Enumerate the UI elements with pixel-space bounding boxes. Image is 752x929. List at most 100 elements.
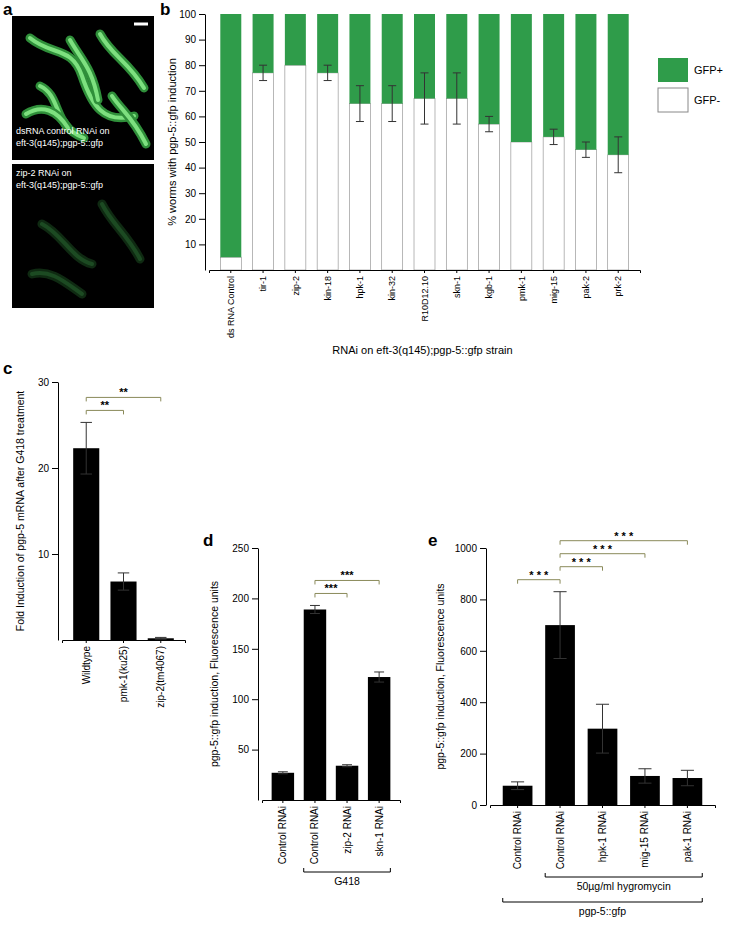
error-bar-cap <box>550 144 558 145</box>
error-bar-cap <box>80 422 91 423</box>
tick: 10 <box>38 549 58 560</box>
error-bar <box>638 769 651 783</box>
tick-mark <box>52 382 58 383</box>
tick: 50 <box>238 744 258 755</box>
tick-mark <box>199 65 205 66</box>
tick-label: 20 <box>185 214 197 225</box>
tick: mig-15 RNAi <box>639 805 650 868</box>
tick-label: 0 <box>471 800 477 811</box>
tick-mark <box>480 599 486 600</box>
tick-mark <box>480 754 486 755</box>
tick-label: 1000 <box>455 543 478 554</box>
error-bar <box>80 422 91 474</box>
tick-label: pak-1 RNAi <box>682 811 693 862</box>
tick-mark <box>86 640 87 643</box>
tick-label: skn-1 <box>452 276 462 298</box>
x-axis-title: RNAi on eft-3(q145);pgp-5::gfp strain <box>332 344 512 356</box>
tick-label: 10 <box>185 239 197 250</box>
error-bar-stem <box>560 592 561 659</box>
tick-mark <box>489 270 490 273</box>
group-label: G418 <box>334 875 360 887</box>
y-axis: 102030 <box>38 377 59 641</box>
error-bar-stem <box>456 73 457 124</box>
tick: 30 <box>38 377 58 388</box>
bar-segment <box>253 14 274 73</box>
tick-mark <box>160 640 161 643</box>
error-bar-cap <box>259 80 267 81</box>
group-bracket <box>503 898 703 902</box>
panel-label: b <box>160 0 170 19</box>
error-bar <box>388 86 396 122</box>
error-bar-cap <box>681 785 694 786</box>
x-axis: Control RNAiControl RNAihpk-1 RNAimig-15… <box>491 805 716 869</box>
tick-mark <box>282 800 283 803</box>
micrograph: dsRNA control RNAi oneft-3(q145);pgp-5::… <box>12 16 154 160</box>
error-bar <box>614 137 622 173</box>
error-bar <box>453 73 461 124</box>
tick-mark <box>480 805 486 806</box>
error-bar <box>278 772 288 774</box>
error-bar-stem <box>86 422 87 474</box>
tick: 100 <box>232 694 258 705</box>
y-axis-title: % worms with pgp-5::gfp induction <box>166 58 178 226</box>
panel-label: d <box>203 531 213 550</box>
error-bar <box>596 704 609 753</box>
error-bar-cap <box>374 671 384 672</box>
tick-mark <box>199 40 205 41</box>
tick-mark <box>379 800 380 803</box>
error-bar-cap <box>638 783 651 784</box>
significance-label: * * * <box>572 556 592 568</box>
y-axis-title: Fold Induction of pgp-5 mRNA after G418 … <box>14 391 26 632</box>
tick: 60 <box>185 111 205 122</box>
tick-label: pak-2 <box>581 276 591 299</box>
tick-label: kin-32 <box>387 276 397 301</box>
tick: hpk-1 RNAi <box>597 805 608 862</box>
bar <box>148 638 174 640</box>
error-bar <box>485 116 493 131</box>
error-bar-cap <box>310 613 320 614</box>
worm-glow <box>100 34 144 88</box>
tick: 200 <box>460 748 486 759</box>
tick-label: 100 <box>179 9 196 20</box>
error-bar-cap <box>582 142 590 143</box>
y-axis: 02004006008001000 <box>455 543 487 811</box>
tick-label: 50 <box>238 744 250 755</box>
tick: 40 <box>185 162 205 173</box>
tick-mark <box>199 14 205 15</box>
tick: zip-2 <box>291 270 301 296</box>
axis-line <box>486 549 487 806</box>
tick-label: ds RNA Control <box>226 276 236 338</box>
error-bar-cap <box>118 590 129 591</box>
tick-mark <box>480 548 486 549</box>
tick-mark <box>199 219 205 220</box>
tick-label: zip-2 <box>291 276 301 296</box>
error-bar <box>342 765 352 767</box>
tick-mark <box>199 168 205 169</box>
error-bar-cap <box>421 124 429 125</box>
bar <box>336 766 358 800</box>
tick: 10 <box>185 239 205 250</box>
error-bar <box>582 142 590 157</box>
axis-line <box>263 801 401 804</box>
bar-segment <box>543 137 564 270</box>
tick-mark <box>553 270 554 273</box>
tick-label: prk-2 <box>613 276 623 297</box>
bar <box>272 773 294 800</box>
bar <box>304 609 326 800</box>
tick-mark <box>560 805 561 808</box>
error-bar <box>421 73 429 124</box>
bar-segment <box>511 14 532 142</box>
x-axis: Wildtypepmk-1(ku25)zip-2(tm4067) <box>63 640 186 708</box>
error-bar-stem <box>424 73 425 124</box>
tick-mark <box>252 699 258 700</box>
significance-label: * * * <box>614 530 634 542</box>
plot-area <box>503 592 703 805</box>
tick-mark <box>314 800 315 803</box>
tick-label: 200 <box>232 593 249 604</box>
error-bar-cap <box>155 639 166 640</box>
error-bar-stem <box>553 129 554 144</box>
bar-segment <box>479 14 500 124</box>
error-bar <box>259 65 267 80</box>
tick: 400 <box>460 697 486 708</box>
tick-label: Control RNAi <box>555 811 566 869</box>
